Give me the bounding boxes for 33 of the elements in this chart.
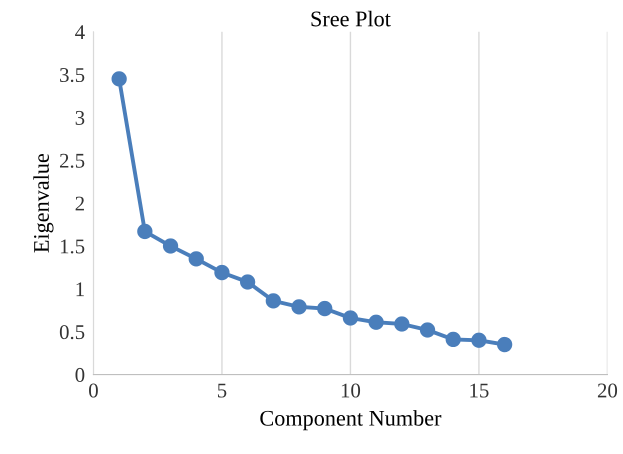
point [188,251,204,267]
x-tick-label: 20 [598,383,618,398]
y-tick-label: 3.5 [60,68,84,82]
y-tick-label: 4 [75,25,85,40]
point [420,322,436,338]
point [291,299,307,314]
point [317,300,332,316]
point [214,264,230,280]
point [394,316,410,332]
point [368,314,384,330]
x-tick-label: 15 [470,384,489,398]
point [496,336,512,352]
point [112,71,127,87]
point [446,332,461,348]
x-tick-label: 10 [342,383,360,398]
x-axis-title: Component Number [260,410,442,430]
point [137,224,152,240]
point [162,238,178,254]
y-tick-label: 3 [76,110,84,125]
point [342,310,358,326]
y-tick-label: 1.5 [60,239,84,254]
chart-title: Sree Plot [311,10,391,26]
x-tick-label: 0 [89,383,98,398]
y-tick-label: 1 [76,282,84,296]
y-tick-label: 2 [76,196,84,210]
point [266,293,281,308]
y-tick-label: 0.5 [60,325,84,340]
point [471,332,487,348]
y-tick-label: 0 [75,368,84,382]
y-axis-title: Eigenvalue [33,154,54,253]
y-tick-label: 2.5 [60,154,84,168]
x-tick-label: 5 [218,384,226,398]
point [240,274,256,290]
